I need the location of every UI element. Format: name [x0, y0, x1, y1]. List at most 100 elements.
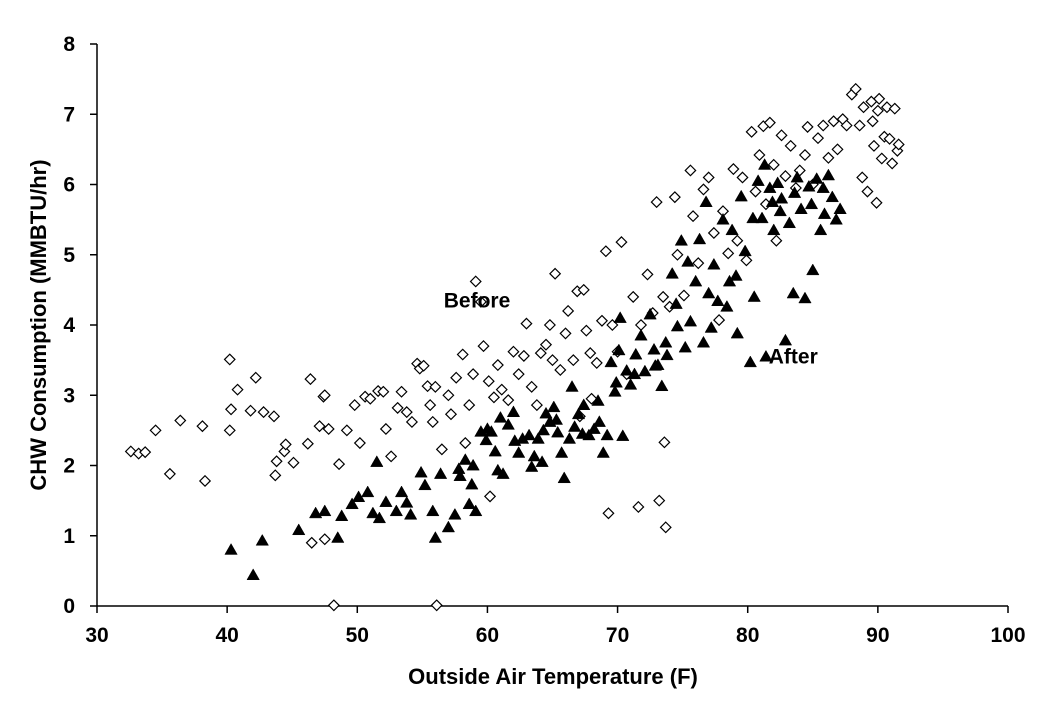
triangle-point — [441, 520, 456, 533]
triangle-point — [692, 232, 707, 245]
triangle-point — [696, 335, 711, 348]
diamond-point — [224, 403, 238, 416]
diamond-point — [487, 391, 500, 404]
diamond-point — [333, 458, 346, 471]
triangle-point — [587, 422, 601, 434]
diamond-point — [677, 289, 690, 302]
triangle-point — [613, 311, 627, 323]
triangle-point — [462, 497, 476, 510]
diamond-point — [327, 599, 340, 612]
triangle-point — [458, 453, 472, 465]
diamond-point — [632, 500, 645, 513]
diamond-point — [421, 380, 434, 393]
triangle-point — [660, 348, 674, 361]
diamond-point — [459, 436, 472, 450]
diamond-point — [491, 358, 504, 372]
triangle-point — [786, 286, 800, 299]
diamond-point — [340, 424, 353, 437]
triangle-point — [704, 321, 718, 333]
triangle-point — [670, 319, 685, 332]
diamond-point — [727, 162, 740, 176]
diamond-point — [831, 143, 844, 156]
triangle-point — [577, 398, 591, 410]
triangle-point — [372, 511, 387, 524]
diamond-point — [577, 283, 590, 296]
diamond-point — [798, 148, 812, 162]
triangle-point — [759, 349, 773, 362]
triangle-point — [426, 504, 440, 517]
triangle-point — [501, 418, 515, 430]
triangle-point — [623, 378, 638, 390]
diamond-point — [435, 443, 448, 456]
triangle-point — [562, 432, 577, 444]
triangle-point — [512, 446, 526, 458]
triangle-point — [813, 223, 828, 236]
y-tick-label: 4 — [63, 314, 75, 337]
diamond-point — [395, 385, 408, 398]
diamond-point — [892, 138, 905, 151]
diamond-point — [463, 399, 476, 412]
triangle-point — [309, 506, 323, 519]
triangle-point — [527, 449, 541, 462]
diamond-point — [279, 438, 292, 451]
diamond-point — [305, 536, 318, 549]
triangle-point — [567, 420, 582, 432]
diamond-point — [627, 290, 640, 303]
triangle-point — [539, 406, 553, 419]
triangle-point — [292, 523, 306, 536]
diamond-point — [301, 437, 314, 450]
triangle-point — [730, 326, 744, 339]
diamond-point — [684, 164, 697, 177]
triangle-point — [804, 197, 819, 210]
diamond-point — [763, 116, 776, 129]
diamond-point — [149, 424, 162, 437]
diamond-point — [849, 82, 862, 96]
diamond-point — [456, 348, 469, 361]
diamond-point — [477, 340, 490, 353]
triangle-point — [707, 257, 721, 270]
diamond-point — [770, 234, 783, 247]
triangle-point — [821, 168, 836, 181]
diamond-point — [442, 389, 455, 402]
x-axis-title: Outside Air Temperature (F) — [408, 664, 698, 689]
triangle-point — [591, 394, 605, 406]
triangle-point — [255, 533, 269, 546]
diamond-point — [313, 420, 326, 433]
diamond-point — [775, 129, 788, 142]
diamond-point — [174, 414, 187, 427]
triangle-point — [829, 212, 843, 225]
diamond-point — [856, 171, 869, 184]
diamond-point — [429, 380, 442, 393]
triangle-point — [428, 531, 443, 543]
diamond-point — [702, 171, 715, 184]
triangle-point — [638, 364, 652, 377]
diamond-point — [417, 359, 430, 372]
triangle-point — [608, 385, 622, 397]
triangle-point — [751, 174, 765, 186]
diamond-point — [502, 394, 515, 407]
diamond-point — [223, 353, 236, 366]
triangle-point — [699, 195, 713, 207]
x-tick-label: 100 — [990, 624, 1025, 647]
triangle-point — [565, 380, 579, 392]
diamond-point — [554, 363, 567, 377]
triangle-point — [466, 458, 480, 471]
diamond-point — [517, 349, 530, 362]
diamond-point — [749, 185, 762, 198]
diamond-point — [590, 356, 603, 369]
y-tick-label: 1 — [63, 525, 75, 548]
triangle-point — [655, 379, 669, 392]
triangle-point — [335, 509, 349, 521]
diamond-point — [875, 152, 888, 165]
diamond-point — [817, 119, 830, 132]
triangle-point — [683, 314, 698, 327]
diamond-point — [707, 226, 720, 240]
y-tick-label: 8 — [63, 33, 75, 56]
triangle-point — [575, 427, 590, 439]
diamond-point — [495, 383, 508, 396]
tick-labels: 30 40 50 60 70 80 90 100 0 1 2 3 4 5 6 7 8 — [63, 33, 1025, 647]
triangle-point — [782, 216, 796, 229]
diamond-point — [584, 347, 597, 360]
triangle-point — [508, 434, 522, 446]
